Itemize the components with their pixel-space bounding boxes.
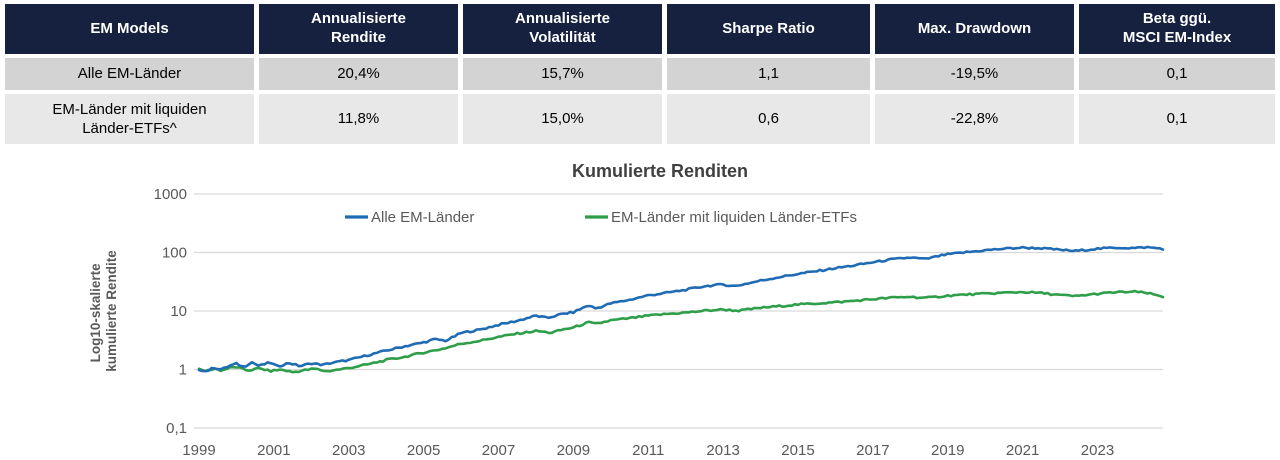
row-label: Alle EM-Länder (5, 58, 254, 90)
x-tick-label: 2003 (332, 442, 365, 459)
gridlines (194, 193, 1163, 429)
table-row: EM-Länder mit liquiden Länder-ETFs^ 11,8… (5, 94, 1275, 144)
svg-text:Log10-skalierte kumu: Log10-skalierte kumulierte Rendite (88, 250, 119, 372)
legend-label: EM-Länder mit liquiden Länder-ETFs (611, 209, 857, 226)
axis-tick-labels: 1000 100 10 1 0,1 1999 2001 2003 2005 2007 2009 201… (154, 186, 1115, 459)
table-cell: 20,4% (259, 58, 458, 90)
cumulative-returns-chart: Kumulierte Renditen Log10-skalierte kumu… (0, 148, 1280, 460)
legend-label: Alle EM-Länder (371, 209, 474, 226)
y-tick-label: 1000 (154, 186, 187, 203)
y-tick-label: 10 (170, 303, 187, 320)
column-header-annualized-return: Annualisierte Rendite (259, 4, 458, 54)
table-cell: 1,1 (667, 58, 870, 90)
y-axis-title: Log10-skalierte kumulierte Rendite (88, 250, 119, 372)
table-cell: 15,7% (463, 58, 662, 90)
chart-legend: Alle EM-Länder EM-Länder mit liquiden Län… (345, 209, 857, 226)
x-tick-label: 2005 (407, 442, 440, 459)
x-tick-label: 2011 (632, 442, 664, 459)
performance-table: EM Models Annualisierte Rendite Annualis… (0, 0, 1280, 148)
x-tick-label: 2009 (557, 442, 590, 459)
series-line-1 (197, 289, 1165, 374)
column-header-max-drawdown: Max. Drawdown (875, 4, 1074, 54)
x-tick-label: 1999 (182, 442, 215, 459)
x-tick-label: 2021 (1006, 442, 1039, 459)
table-cell: -19,5% (875, 58, 1074, 90)
table-row: Alle EM-Länder 20,4% 15,7% 1,1 -19,5% 0,… (5, 58, 1275, 90)
x-tick-label: 2007 (482, 442, 515, 459)
x-tick-label: 2001 (257, 442, 290, 459)
y-tick-label: 1 (179, 362, 187, 379)
column-header-sharpe-ratio: Sharpe Ratio (667, 4, 870, 54)
table-cell: 11,8% (259, 94, 458, 144)
y-tick-label: 0,1 (166, 420, 187, 437)
line-chart-svg: Kumulierte Renditen Log10-skalierte kumu… (88, 161, 1165, 459)
table-cell: 0,6 (667, 94, 870, 144)
x-tick-label: 2015 (781, 442, 814, 459)
y-tick-label: 100 (162, 245, 187, 262)
x-tick-label: 2023 (1081, 442, 1114, 459)
table-cell: -22,8% (875, 94, 1074, 144)
table-cell: 0,1 (1079, 94, 1275, 144)
table-header-row: EM Models Annualisierte Rendite Annualis… (5, 4, 1275, 54)
table-cell: 0,1 (1079, 58, 1275, 90)
chart-title: Kumulierte Renditen (572, 161, 748, 181)
x-tick-label: 2019 (931, 442, 964, 459)
column-header-annualized-volatility: Annualisierte Volatilität (463, 4, 662, 54)
column-header-em-models: EM Models (5, 4, 254, 54)
row-label: EM-Länder mit liquiden Länder-ETFs^ (5, 94, 254, 144)
x-tick-label: 2013 (706, 442, 739, 459)
series-line-0 (197, 245, 1165, 373)
data-series (197, 245, 1165, 374)
column-header-beta: Beta ggü. MSCI EM-Index (1079, 4, 1275, 54)
table-cell: 15,0% (463, 94, 662, 144)
x-tick-label: 2017 (856, 442, 889, 459)
